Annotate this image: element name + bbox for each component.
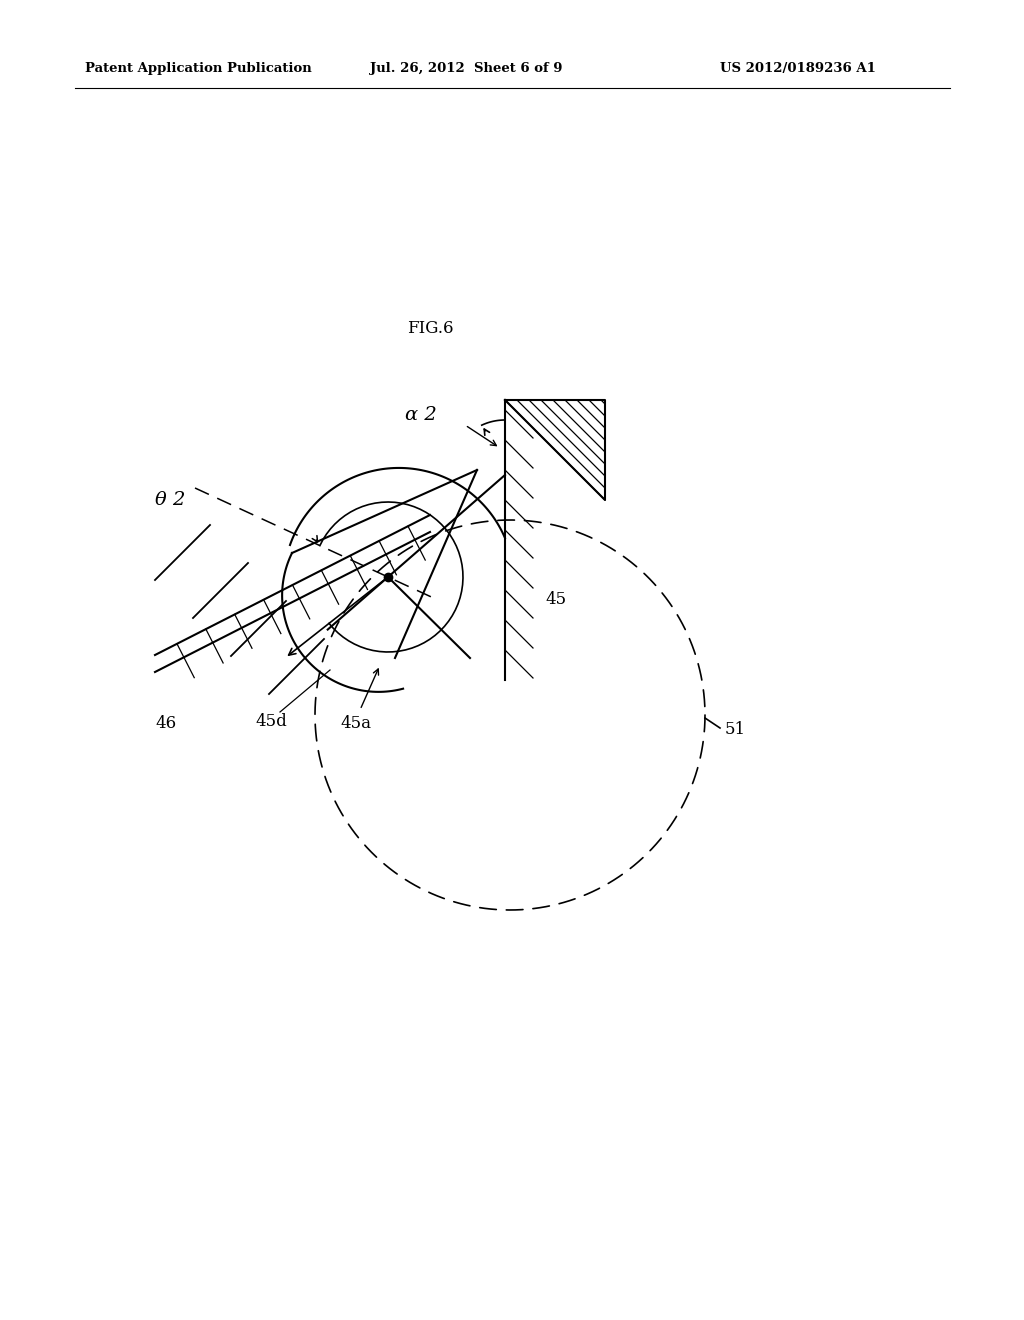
Text: 51: 51 <box>725 722 746 738</box>
Text: θ 2: θ 2 <box>155 491 185 510</box>
Text: Jul. 26, 2012  Sheet 6 of 9: Jul. 26, 2012 Sheet 6 of 9 <box>370 62 562 75</box>
Text: α 2: α 2 <box>406 407 437 424</box>
Text: 45a: 45a <box>340 715 371 733</box>
Text: 45: 45 <box>545 591 566 609</box>
Text: 46: 46 <box>155 715 176 733</box>
Text: Patent Application Publication: Patent Application Publication <box>85 62 311 75</box>
Text: FIG.6: FIG.6 <box>407 319 454 337</box>
Text: US 2012/0189236 A1: US 2012/0189236 A1 <box>720 62 876 75</box>
Text: 45d: 45d <box>255 713 287 730</box>
